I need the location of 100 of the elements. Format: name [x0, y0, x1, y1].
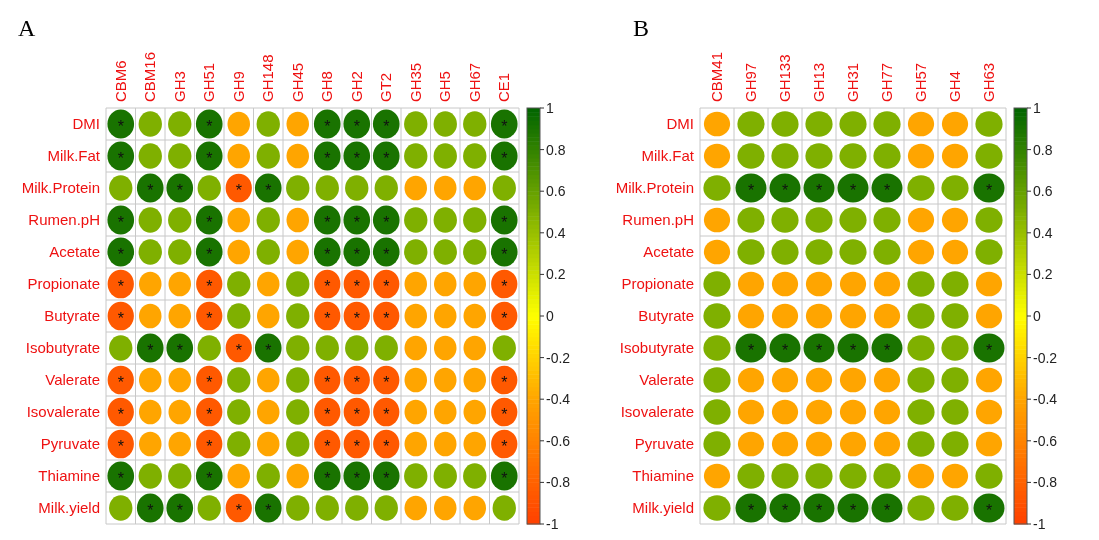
data-label: * [353, 246, 360, 263]
color-bar-label: 0 [546, 308, 554, 324]
data-label: * [747, 342, 755, 359]
data-label: * [985, 182, 993, 199]
y-tick-label: Milk.Protein [615, 179, 694, 196]
data-label: * [849, 182, 857, 199]
data-label: * [324, 214, 331, 231]
x-tick-label: GH51 [200, 62, 218, 102]
data-label: * [883, 182, 891, 199]
data-label: * [815, 502, 823, 519]
color-bar-label: 0.4 [546, 224, 566, 241]
data-label: * [383, 310, 390, 327]
y-tick-label: Butyrate [638, 307, 694, 324]
data-label: * [117, 406, 124, 423]
color-bar-label: 0 [1033, 308, 1041, 324]
color-bar-label: 0.2 [1033, 266, 1053, 283]
x-tick-label: GH9 [229, 71, 247, 102]
y-tick-label: Thiamine [38, 467, 100, 484]
data-label: * [501, 470, 508, 487]
data-label: * [176, 182, 183, 199]
x-tick-label: GH148 [259, 54, 277, 102]
data-label: * [383, 118, 390, 135]
y-tick-label: DMI [72, 115, 100, 132]
color-bar-label: 1 [546, 100, 554, 116]
y-tick-label: Valerate [45, 371, 100, 388]
data-label: * [781, 182, 789, 199]
y-tick-label: Isovalerate [620, 403, 694, 420]
x-tick-label: GH97 [742, 62, 759, 102]
x-tick-label: GH63 [980, 62, 997, 102]
data-label: * [383, 150, 390, 167]
y-tick-label: Isovalerate [26, 403, 100, 420]
x-tick-label: GH77 [878, 62, 895, 102]
data-label: * [206, 150, 213, 167]
data-label: * [235, 182, 242, 199]
y-tick-label: Acetate [49, 243, 100, 260]
data-label: * [117, 118, 124, 135]
y-tick-label: Isobutyrate [25, 339, 100, 356]
data-label: * [383, 406, 390, 423]
data-label: * [324, 310, 331, 327]
data-label: * [353, 310, 360, 327]
data-label: * [324, 374, 331, 391]
data-label: * [324, 150, 331, 167]
x-tick-label: GH8 [318, 71, 336, 102]
x-tick-label: GH13 [810, 62, 827, 102]
data-label: * [265, 502, 272, 519]
data-label: * [147, 342, 154, 359]
y-tick-label: Milk.Protein [21, 179, 100, 196]
data-label: * [206, 118, 213, 135]
color-bar-label: 0.8 [546, 141, 566, 158]
x-tick-label: GH3 [170, 71, 188, 102]
data-label: * [176, 502, 183, 519]
data-label: * [206, 214, 213, 231]
y-tick-label: Acetate [643, 243, 694, 260]
x-tick-label: GH35 [406, 62, 424, 102]
y-tick-label: Milk.yield [38, 499, 100, 516]
data-label: * [985, 342, 993, 359]
data-label: * [235, 502, 242, 519]
y-tick-label: Rumen.pH [28, 211, 100, 228]
y-tick-label: Milk.Fat [641, 147, 695, 164]
data-label: * [324, 278, 331, 295]
data-label: * [206, 406, 213, 423]
data-label: * [324, 470, 331, 487]
data-label: * [383, 214, 390, 231]
data-label: * [206, 310, 213, 327]
data-label: * [117, 470, 124, 487]
x-tick-label: GH45 [288, 62, 306, 102]
data-label: * [206, 438, 213, 455]
data-label: * [501, 150, 508, 167]
data-label: * [501, 278, 508, 295]
data-label: * [353, 438, 360, 455]
data-label: * [117, 278, 124, 295]
data-label: * [501, 214, 508, 231]
x-tick-label: GH2 [347, 71, 365, 102]
data-label: * [781, 502, 789, 519]
color-bar-label: -0.8 [1033, 474, 1058, 491]
data-label: * [501, 310, 508, 327]
data-label: * [383, 374, 390, 391]
y-tick-label: Valerate [639, 371, 694, 388]
data-label: * [117, 246, 124, 263]
data-label: * [781, 342, 789, 359]
data-label: * [383, 246, 390, 263]
x-tick-label: CBM16 [141, 51, 159, 102]
color-bar-label: 0.6 [1033, 183, 1053, 200]
x-tick-label: GT2 [377, 72, 395, 102]
data-label: * [324, 406, 331, 423]
color-bar-label: -1 [1033, 516, 1046, 532]
data-label: * [117, 150, 124, 167]
x-tick-label: CBM6 [111, 60, 129, 102]
color-bar-label: -0.4 [1033, 391, 1058, 408]
y-tick-label: Butyrate [44, 307, 100, 324]
color-bar-label: -0.6 [546, 432, 571, 449]
y-tick-label: Pyruvate [634, 435, 694, 452]
data-label: * [353, 278, 360, 295]
y-tick-label: Thiamine [632, 467, 694, 484]
y-tick-label: Propionate [27, 275, 100, 292]
y-tick-label: Rumen.pH [622, 211, 694, 228]
x-tick-label: GH57 [912, 62, 929, 102]
data-label: * [117, 214, 124, 231]
data-label: * [501, 246, 508, 263]
data-label: * [985, 502, 993, 519]
